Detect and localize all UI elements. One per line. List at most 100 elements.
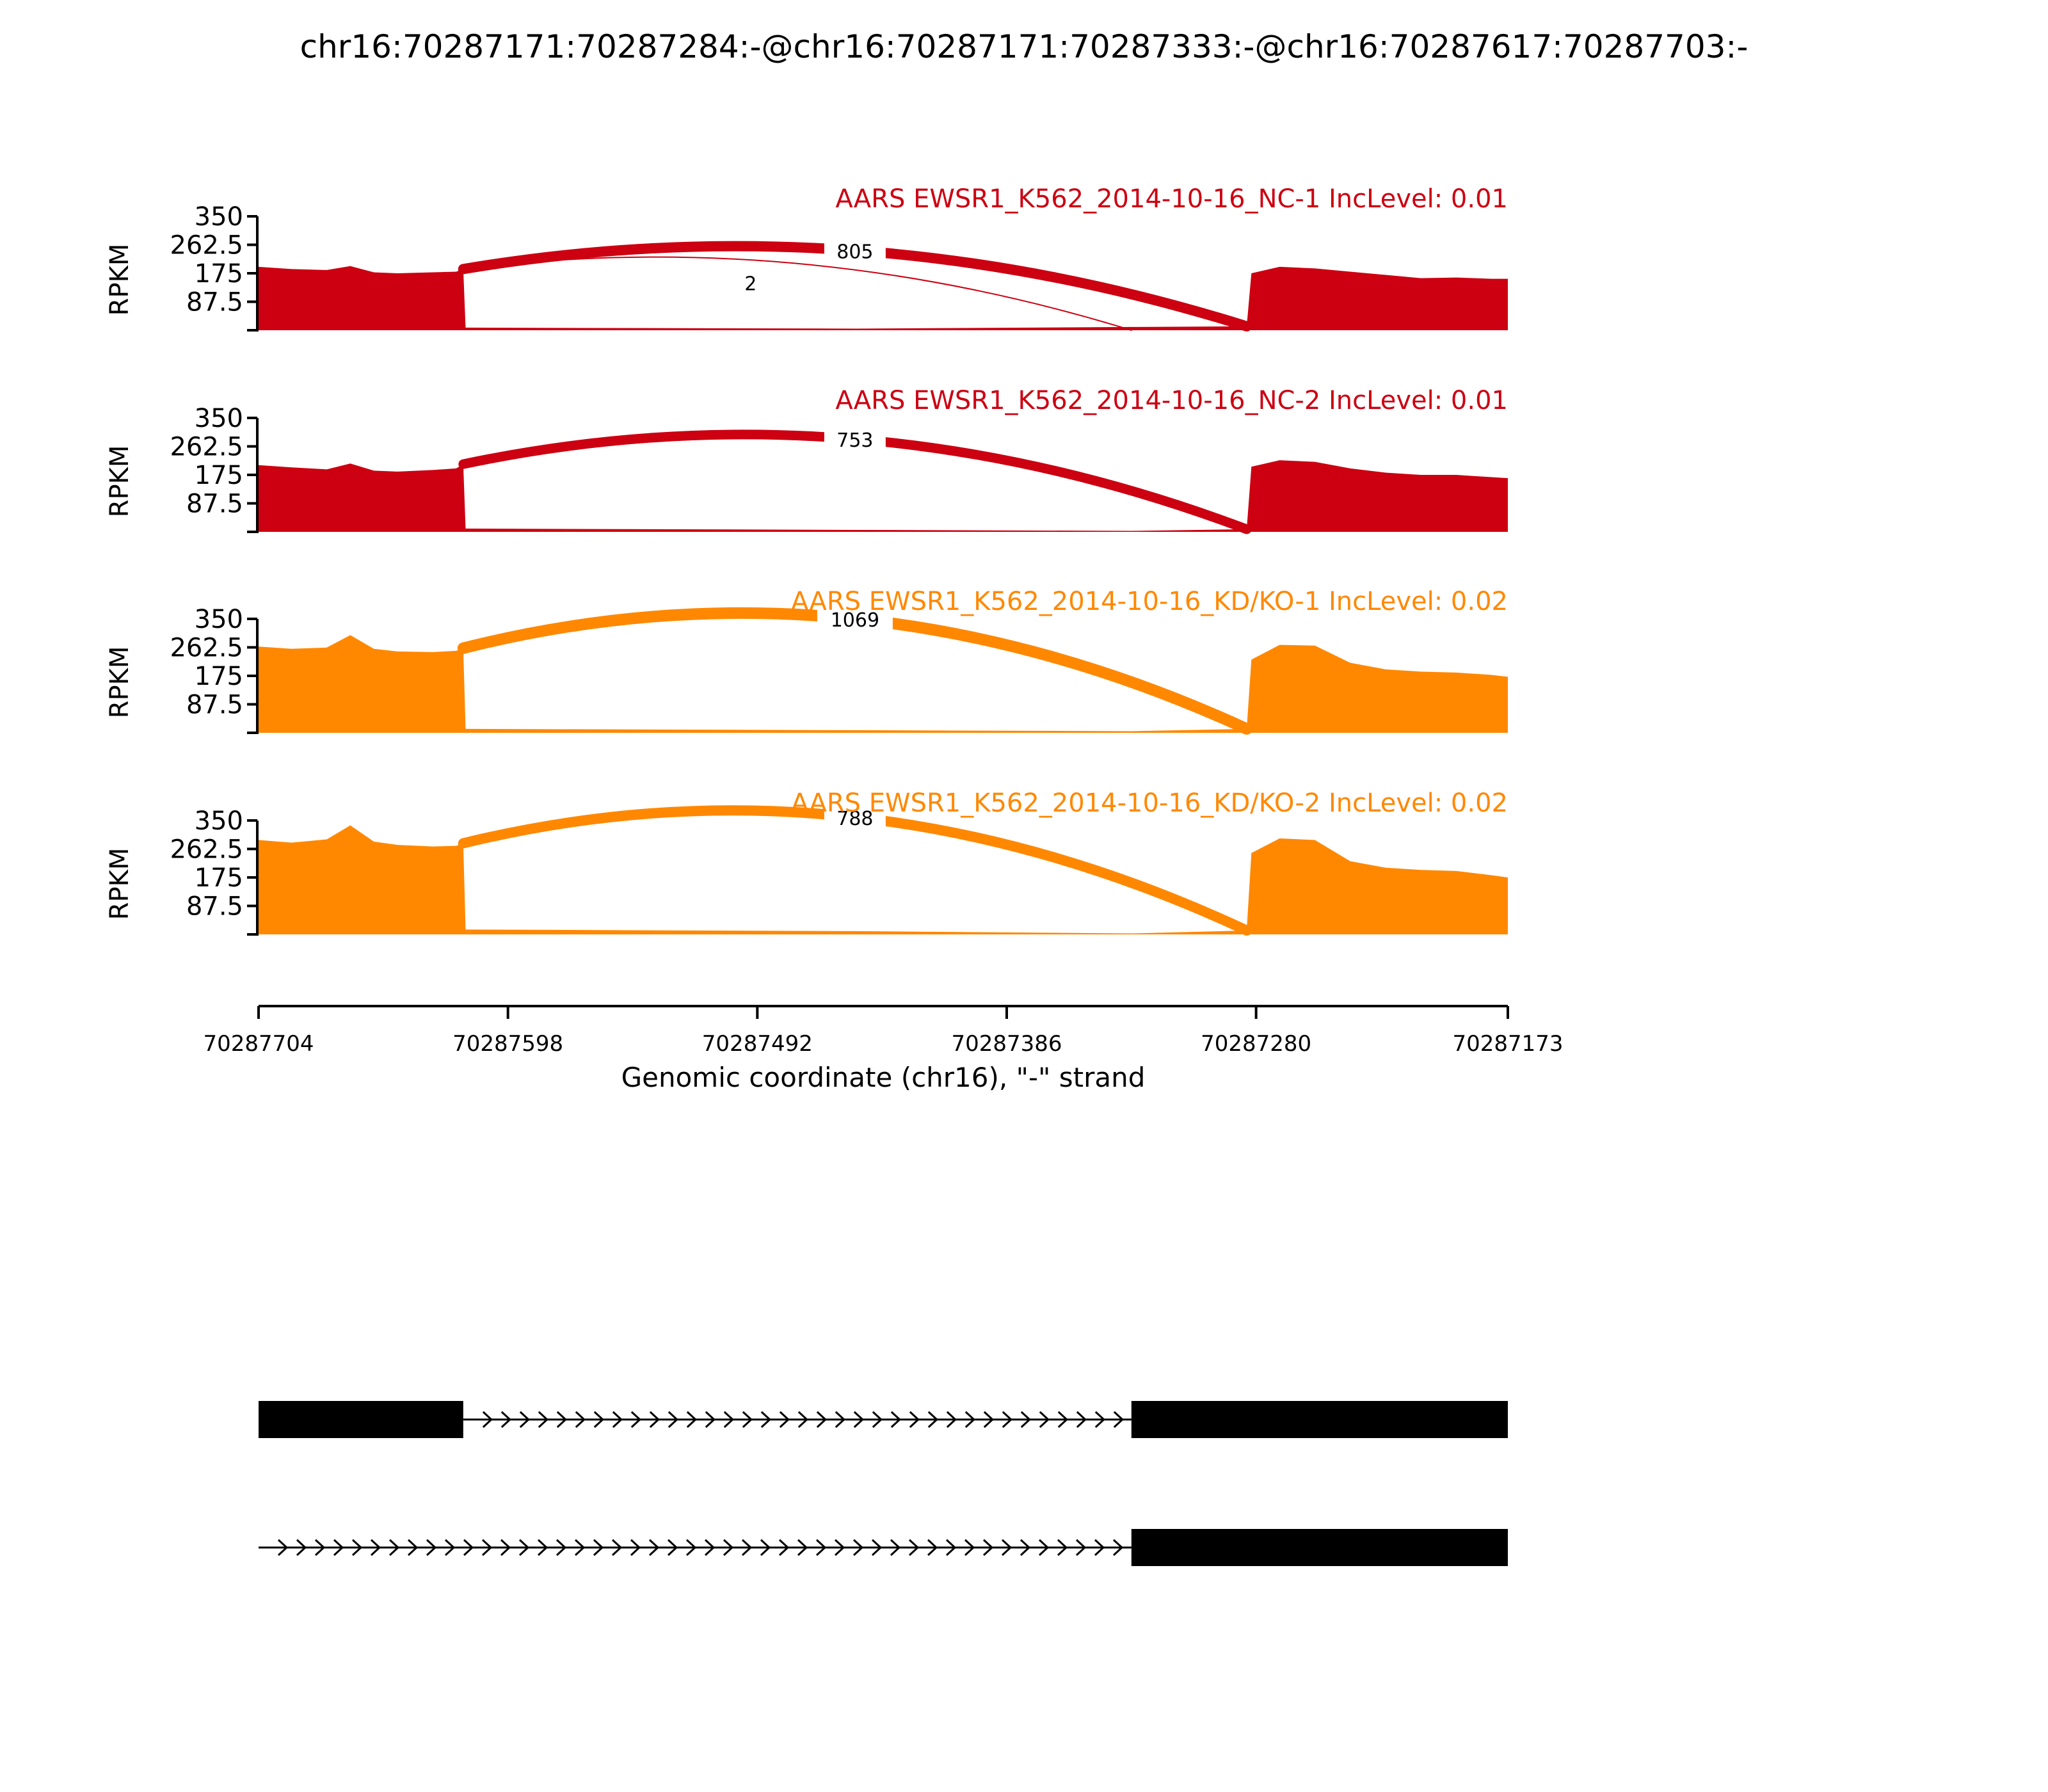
strand-arrow (1076, 1411, 1087, 1428)
strand-arrow (388, 1539, 400, 1556)
strand-arrow (314, 1539, 326, 1556)
figure-title: chr16:70287171:70287284:-@chr16:70287171… (300, 28, 1748, 65)
strand-arrow (1038, 1539, 1050, 1556)
y-axis-label: RPKM (105, 445, 134, 518)
strand-arrow (909, 1411, 920, 1428)
x-tick-label: 70287280 (1201, 1031, 1311, 1057)
exon-block (1131, 1529, 1508, 1566)
y-tick-label: 350 (195, 605, 243, 634)
strand-arrow (519, 1411, 531, 1428)
strand-arrow (704, 1539, 716, 1556)
strand-arrow (463, 1539, 474, 1556)
strand-arrow (277, 1539, 289, 1556)
strand-arrow (834, 1539, 845, 1556)
coverage-area (259, 825, 1508, 934)
strand-arrow (816, 1411, 828, 1428)
strand-arrow (927, 1539, 938, 1556)
strand-arrow (611, 1539, 623, 1556)
strand-arrow (500, 1411, 512, 1428)
junction-count: 805 (836, 241, 873, 263)
strand-arrow (852, 1539, 864, 1556)
y-tick-label: 262.5 (170, 835, 243, 865)
strand-arrow (723, 1539, 734, 1556)
strand-arrow (890, 1411, 902, 1428)
strand-arrow (872, 1411, 883, 1428)
x-axis-label: Genomic coordinate (chr16), "-" strand (621, 1062, 1146, 1093)
x-tick-label: 70287598 (452, 1031, 563, 1057)
y-tick-label: 87.5 (186, 892, 243, 922)
track-label: AARS EWSR1_K562_2014-10-16_NC-2 IncLevel… (835, 386, 1508, 415)
strand-arrow (964, 1539, 975, 1556)
strand-arrow (741, 1539, 753, 1556)
strand-arrow (538, 1411, 549, 1428)
strand-arrow (946, 1411, 957, 1428)
strand-arrow (815, 1539, 827, 1556)
strand-arrow (964, 1411, 976, 1428)
strand-arrow (575, 1411, 586, 1428)
strand-arrow (705, 1411, 716, 1428)
strand-arrow (649, 1411, 660, 1428)
strand-arrow (1113, 1411, 1124, 1428)
isoform-1 (259, 1401, 1508, 1438)
strand-arrow (927, 1411, 939, 1428)
strand-arrow (871, 1539, 883, 1556)
y-tick-label: 87.5 (186, 288, 243, 317)
junction-label-bg (733, 271, 767, 294)
strand-arrow (1112, 1539, 1124, 1556)
junction-count: 1069 (831, 609, 879, 632)
strand-arrow (630, 1411, 642, 1428)
strand-arrow (982, 1539, 994, 1556)
y-tick-label: 87.5 (186, 691, 243, 720)
strand-arrow (481, 1539, 493, 1556)
junction-label-bg (824, 805, 886, 829)
junction-count: 788 (836, 808, 873, 830)
strand-arrow (1094, 1539, 1105, 1556)
coverage-area (259, 266, 1508, 330)
isoform-2 (259, 1529, 1508, 1566)
strand-arrow (685, 1539, 697, 1556)
y-tick-label: 175 (195, 662, 243, 691)
track-label: AARS EWSR1_K562_2014-10-16_NC-1 IncLevel… (835, 184, 1508, 214)
strand-arrow (778, 1539, 790, 1556)
strand-arrow (1002, 1411, 1013, 1428)
strand-arrow (667, 1539, 678, 1556)
gene-model (259, 1401, 1508, 1566)
y-tick-label: 175 (195, 863, 243, 893)
exon-block (1131, 1401, 1508, 1438)
strand-arrow (1057, 1539, 1068, 1556)
strand-arrow (296, 1539, 307, 1556)
strand-arrow (853, 1411, 865, 1428)
strand-arrow (500, 1539, 511, 1556)
y-tick-label: 262.5 (170, 231, 243, 260)
y-tick-label: 350 (195, 404, 243, 433)
strand-arrow (482, 1411, 493, 1428)
junction-label-bg (817, 607, 893, 630)
strand-arrow (426, 1539, 437, 1556)
strand-arrow (612, 1411, 623, 1428)
strand-arrow (760, 1411, 772, 1428)
strand-arrow (1020, 1411, 1032, 1428)
strand-arrow (760, 1539, 771, 1556)
strand-arrow (779, 1411, 790, 1428)
y-tick-label: 262.5 (170, 433, 243, 462)
y-tick-label: 350 (195, 202, 243, 232)
strand-arrow (370, 1539, 381, 1556)
strand-arrow (1039, 1411, 1050, 1428)
strand-arrow (1057, 1411, 1069, 1428)
junction-arc (462, 256, 1132, 331)
track-2: 753 AARS EWSR1_K562_2014-10-16_NC-2 IncLe… (105, 386, 1508, 534)
strand-arrow (574, 1539, 586, 1556)
track-label: AARS EWSR1_K562_2014-10-16_KD/KO-1 IncLe… (791, 587, 1508, 616)
strand-arrow (556, 1411, 568, 1428)
track-label: AARS EWSR1_K562_2014-10-16_KD/KO-2 IncLe… (791, 788, 1508, 818)
strand-arrow (630, 1539, 641, 1556)
x-axis-ticks: 70287704 70287598 70287492 70287386 70287280… (203, 1006, 1564, 1057)
strand-arrow (723, 1411, 735, 1428)
strand-arrow (407, 1539, 419, 1556)
